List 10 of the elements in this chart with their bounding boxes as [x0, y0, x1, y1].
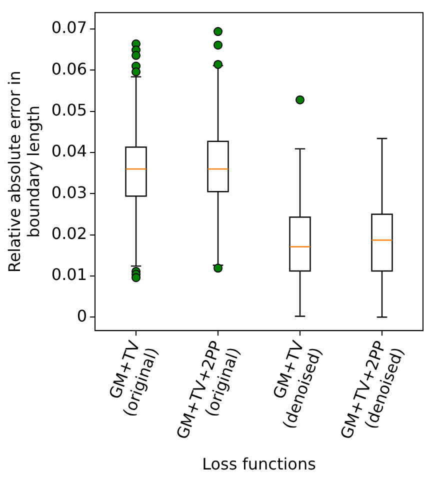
y-tick-label: 0.02: [51, 224, 88, 243]
x-axis-title: Loss functions: [202, 454, 316, 474]
y-tick-label: 0.03: [51, 182, 88, 202]
y-tick-label: 0: [76, 306, 88, 326]
y-tick-label: 0.06: [51, 59, 88, 78]
y-tick-label: 0.07: [51, 18, 88, 38]
y-tick-label: 0.05: [51, 100, 88, 120]
y-tick-label: 0.01: [51, 265, 88, 284]
y-axis-title: Relative absolute error in boundary length: [4, 70, 43, 273]
y-tick-label: 0.04: [51, 142, 88, 161]
